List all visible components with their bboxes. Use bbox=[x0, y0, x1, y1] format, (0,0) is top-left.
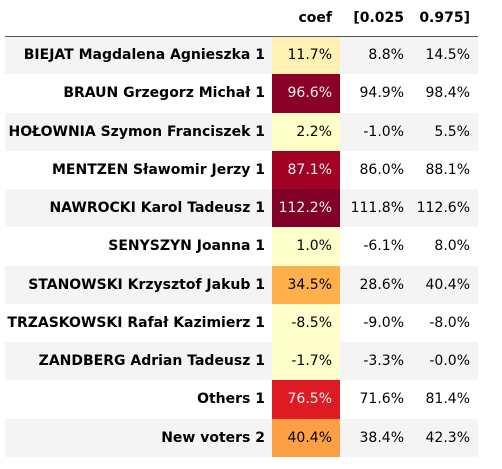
row-label: SENYSZYN Joanna 1 bbox=[108, 238, 265, 255]
ci-lower-cell: 28.6% bbox=[359, 276, 404, 293]
ci-upper-cell: 112.6% bbox=[416, 200, 470, 217]
ci-lower-cell: -6.1% bbox=[363, 238, 404, 255]
row-label: BIEJAT Magdalena Agnieszka 1 bbox=[23, 47, 265, 64]
table-row: NAWROCKI Karol Tadeusz 1 112.2% 111.8% 112.… bbox=[5, 189, 478, 228]
header-corner-cell bbox=[5, 0, 272, 37]
ci-upper-cell: 98.4% bbox=[425, 85, 470, 102]
coef-cell: 1.0% bbox=[272, 227, 340, 266]
coef-cell: 96.6% bbox=[272, 74, 340, 113]
ci-upper-cell: -0.0% bbox=[429, 353, 470, 370]
table-row: Others 1 76.5% 71.6% 81.4% bbox=[5, 380, 478, 419]
row-label: HOŁOWNIA Szymon Franciszek 1 bbox=[8, 123, 265, 140]
table-row: STANOWSKI Krzysztof Jakub 1 34.5% 28.6% 40.… bbox=[5, 265, 478, 304]
table-row: HOŁOWNIA Szymon Franciszek 1 2.2% -1.0% 5.5… bbox=[5, 112, 478, 151]
table-header: coef [0.025 0.975] bbox=[5, 0, 478, 37]
ci-upper-cell: 5.5% bbox=[434, 123, 470, 140]
ci-upper-cell: 88.1% bbox=[425, 161, 470, 178]
coef-cell: -8.5% bbox=[272, 303, 340, 342]
row-label: STANOWSKI Krzysztof Jakub 1 bbox=[28, 276, 265, 293]
row-label: ZANDBERG Adrian Tadeusz 1 bbox=[38, 353, 265, 370]
row-label: TRZASKOWSKI Rafał Kazimierz 1 bbox=[7, 314, 265, 331]
coef-cell: 11.7% bbox=[272, 36, 340, 75]
coef-cell: -1.7% bbox=[272, 342, 340, 381]
table-body: BIEJAT Magdalena Agnieszka 1 11.7% 8.8% 14.… bbox=[5, 36, 478, 457]
ci-lower-cell: -1.0% bbox=[363, 123, 404, 140]
ci-upper-cell: 40.4% bbox=[425, 276, 470, 293]
table-row: SENYSZYN Joanna 1 1.0% -6.1% 8.0% bbox=[5, 227, 478, 266]
ci-upper-cell: 81.4% bbox=[425, 391, 470, 408]
coefficient-table-container: coef [0.025 0.975] BIEJAT Magdalena Agni… bbox=[5, 0, 478, 457]
ci-upper-cell: 14.5% bbox=[425, 47, 470, 64]
header-coef: coef bbox=[272, 0, 340, 37]
ci-lower-cell: 38.4% bbox=[359, 429, 404, 446]
ci-lower-cell: 94.9% bbox=[359, 85, 404, 102]
coef-cell: 34.5% bbox=[272, 265, 340, 304]
table-row: BRAUN Grzegorz Michał 1 96.6% 94.9% 98.4% bbox=[5, 74, 478, 113]
ci-lower-cell: -3.3% bbox=[363, 353, 404, 370]
ci-upper-cell: -8.0% bbox=[429, 314, 470, 331]
row-label: NAWROCKI Karol Tadeusz 1 bbox=[49, 200, 265, 217]
coef-cell: 40.4% bbox=[272, 418, 340, 457]
coef-cell: 2.2% bbox=[272, 112, 340, 151]
coefficient-table: coef [0.025 0.975] BIEJAT Magdalena Agni… bbox=[5, 0, 478, 457]
table-row: ZANDBERG Adrian Tadeusz 1 -1.7% -3.3% -0.0% bbox=[5, 342, 478, 381]
table-row: MENTZEN Sławomir Jerzy 1 87.1% 86.0% 88.1% bbox=[5, 150, 478, 189]
table-row: TRZASKOWSKI Rafał Kazimierz 1 -8.5% -9.0% -… bbox=[5, 303, 478, 342]
coef-cell: 87.1% bbox=[272, 150, 340, 189]
ci-upper-cell: 8.0% bbox=[434, 238, 470, 255]
table-row: New voters 2 40.4% 38.4% 42.3% bbox=[5, 418, 478, 457]
ci-lower-cell: 71.6% bbox=[359, 391, 404, 408]
row-label: BRAUN Grzegorz Michał 1 bbox=[63, 85, 265, 102]
row-label: New voters 2 bbox=[161, 429, 265, 446]
header-ci-upper: 0.975] bbox=[412, 0, 478, 37]
ci-lower-cell: 8.8% bbox=[368, 47, 404, 64]
header-ci-lower: [0.025 bbox=[340, 0, 412, 37]
row-label: Others 1 bbox=[197, 391, 265, 408]
ci-lower-cell: -9.0% bbox=[363, 314, 404, 331]
ci-lower-cell: 111.8% bbox=[350, 200, 404, 217]
ci-upper-cell: 42.3% bbox=[425, 429, 470, 446]
row-label: MENTZEN Sławomir Jerzy 1 bbox=[51, 161, 265, 178]
table-row: BIEJAT Magdalena Agnieszka 1 11.7% 8.8% 14.… bbox=[5, 36, 478, 75]
ci-lower-cell: 86.0% bbox=[359, 161, 404, 178]
header-row: coef [0.025 0.975] bbox=[5, 0, 478, 37]
coef-cell: 112.2% bbox=[272, 189, 340, 228]
coef-cell: 76.5% bbox=[272, 380, 340, 419]
